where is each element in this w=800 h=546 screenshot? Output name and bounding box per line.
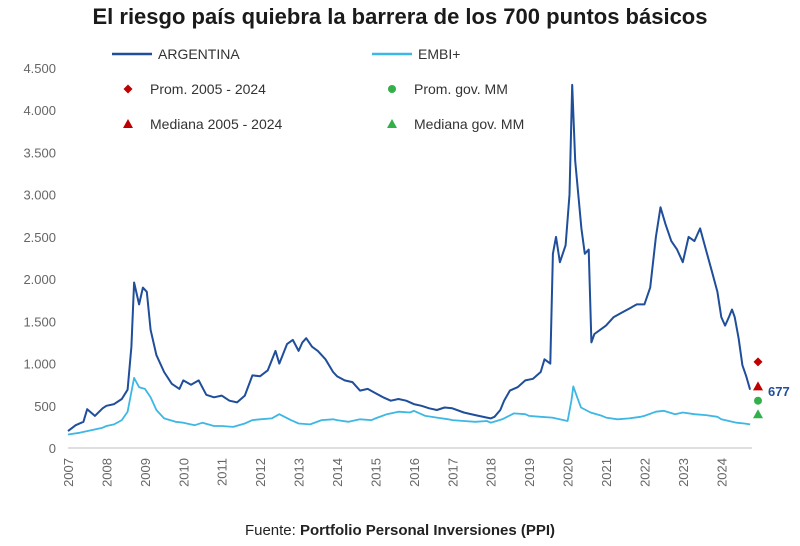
x-tick-group: 2012 [253,458,268,487]
legend-swatch-marker [387,119,397,128]
x-tick-group: 2013 [292,458,307,487]
chart-legend: ARGENTINA EMBI+ Prom. 2005 - 2024 Prom. gov… [112,46,524,132]
x-tick-label: 2021 [599,458,614,487]
x-tick-group: 2010 [176,458,191,487]
marker-prom-2005-2024 [753,357,763,367]
y-tick-label: 500 [34,399,56,414]
x-tick-group: 2020 [561,458,576,487]
value-annotation: 677 [768,384,790,399]
legend-swatch-marker [123,84,133,94]
x-tick-label: 2023 [676,458,691,487]
legend-label: Mediana gov. MM [414,116,524,132]
x-tick-group: 2024 [714,458,729,487]
legend-label: Mediana 2005 - 2024 [150,116,283,132]
legend-label: Prom. 2005 - 2024 [150,81,266,97]
x-tick-group: 2008 [99,458,114,487]
x-tick-group: 2022 [637,458,652,487]
x-tick-label: 2012 [253,458,268,487]
x-tick-label: 2011 [215,458,230,486]
x-tick-group: 2011 [215,458,230,486]
legend-label: ARGENTINA [158,46,240,62]
legend-swatch-marker [388,85,396,93]
series-line-embi [67,377,751,436]
x-tick-label: 2007 [61,458,76,487]
y-tick-label: 3.000 [23,188,56,203]
legend-label: EMBI+ [418,46,460,62]
source-note: Fuente: Portfolio Personal Inversiones (… [0,522,800,539]
x-tick-group: 2016 [407,458,422,487]
legend-swatch-marker [123,119,133,128]
marker-mediana-gov-mm [753,409,763,419]
x-tick-label: 2009 [138,458,153,487]
x-tick-label: 2008 [99,458,114,487]
chart-title: El riesgo país quiebra la barrera de los… [92,4,708,29]
x-tick-group: 2019 [522,458,537,487]
x-tick-label: 2014 [330,458,345,487]
x-tick-label: 2020 [561,458,576,487]
y-tick-label: 1.000 [23,357,56,372]
y-tick-label: 2.500 [23,230,56,245]
source-name: Portfolio Personal Inversiones (PPI) [299,522,556,539]
x-tick-label: 2010 [176,458,191,487]
x-tick-label: 2018 [484,458,499,487]
legend-label: Prom. gov. MM [414,81,508,97]
y-tick-label: 4.500 [23,61,56,76]
x-tick-label: 2024 [714,458,729,487]
x-tick-group: 2023 [676,458,691,487]
y-tick-label: 0 [49,441,56,456]
y-tick-label: 2.000 [23,272,56,287]
y-tick-label: 4.000 [23,103,56,118]
x-tick-group: 2014 [330,458,345,487]
x-tick-group: 2018 [484,458,499,487]
x-tick-label: 2016 [407,458,422,487]
x-tick-group: 2021 [599,458,614,487]
marker-prom-gov-mm [754,396,762,405]
x-tick-label: 2019 [522,458,537,487]
y-tick-label: 3.500 [23,145,56,160]
x-tick-label: 2017 [445,458,460,487]
x-tick-group: 2007 [61,458,76,487]
x-tick-label: 2013 [292,458,307,487]
source-label: Fuente: [244,522,296,539]
x-tick-label: 2015 [368,458,383,487]
x-tick-group: 2009 [138,458,153,487]
marker-mediana-2005-2024 [753,381,763,391]
x-tick-group: 2017 [445,458,460,487]
series-line-argentina [67,83,752,432]
x-tick-group: 2015 [368,458,383,487]
x-tick-label: 2022 [637,458,652,487]
y-tick-label: 1.500 [23,314,56,329]
